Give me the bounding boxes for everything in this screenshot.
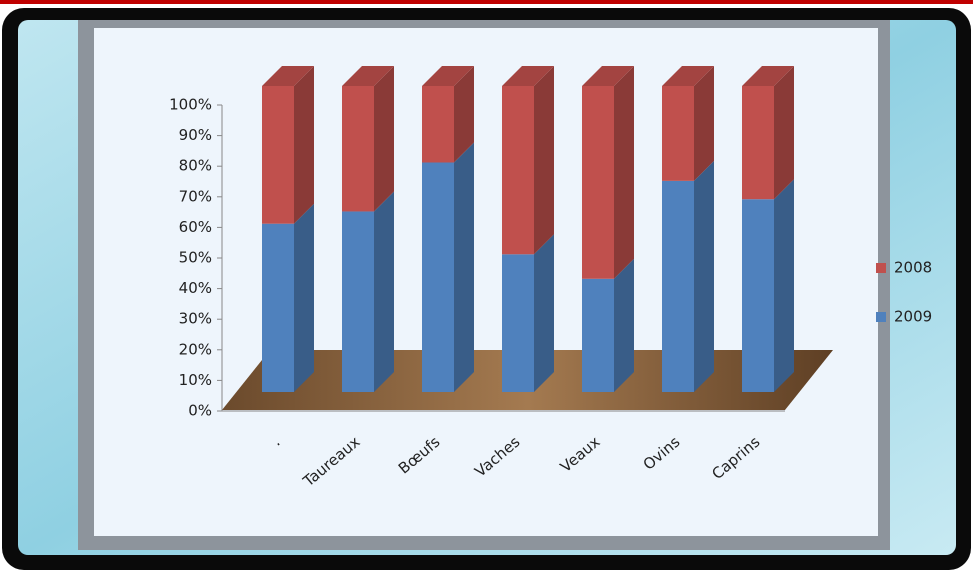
bar-top — [342, 66, 394, 86]
bar-top — [742, 66, 794, 86]
legend-label: 2008 — [894, 259, 932, 277]
bar-front — [422, 86, 454, 163]
y-tick-label: 20% — [179, 340, 212, 358]
y-tick-label: 30% — [179, 310, 212, 328]
bar-top — [582, 66, 634, 86]
bar-front — [582, 278, 614, 392]
bar-side — [534, 66, 554, 255]
bar-front — [662, 86, 694, 181]
bar-top — [502, 66, 554, 86]
bar-front — [742, 86, 774, 200]
bar-side — [774, 66, 794, 200]
y-tick-label: 50% — [179, 249, 212, 267]
bar-top — [422, 66, 474, 86]
bar-side — [694, 66, 714, 181]
bar-top — [662, 66, 714, 86]
bar-front — [582, 86, 614, 279]
bar-front — [262, 223, 294, 392]
bar-side — [294, 66, 314, 224]
y-tick-label: 10% — [179, 371, 212, 389]
y-tick-label: 80% — [179, 157, 212, 175]
bar-front — [342, 211, 374, 392]
bar-top — [262, 66, 314, 86]
bar-front — [662, 180, 694, 392]
bar-side — [694, 160, 714, 392]
top-rule — [0, 0, 973, 4]
bar-side — [614, 258, 634, 392]
y-tick-label: 70% — [179, 187, 212, 205]
y-tick-label: 0% — [188, 402, 212, 420]
legend-label: 2009 — [894, 308, 932, 326]
y-tick-label: 40% — [179, 279, 212, 297]
bar-front — [742, 199, 774, 392]
y-tick-label: 60% — [179, 218, 212, 236]
legend-swatch — [876, 263, 886, 273]
legend-swatch — [876, 312, 886, 322]
bar-side — [374, 66, 394, 212]
bar-side — [454, 66, 474, 163]
bar-side — [374, 191, 394, 392]
bar-side — [454, 142, 474, 392]
bar-front — [262, 86, 294, 224]
bar-side — [774, 179, 794, 392]
bar-front — [502, 86, 534, 255]
y-tick-label: 90% — [179, 126, 212, 144]
bar-side — [294, 203, 314, 392]
bar-front — [422, 162, 454, 392]
y-tick-label: 100% — [169, 96, 212, 114]
bar-side — [614, 66, 634, 279]
bar-front — [502, 254, 534, 392]
bar-side — [534, 234, 554, 392]
bar-front — [342, 86, 374, 212]
